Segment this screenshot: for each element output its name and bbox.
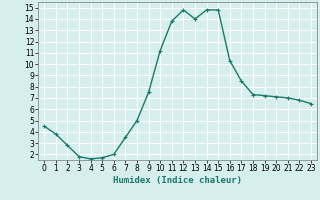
X-axis label: Humidex (Indice chaleur): Humidex (Indice chaleur) xyxy=(113,176,242,185)
